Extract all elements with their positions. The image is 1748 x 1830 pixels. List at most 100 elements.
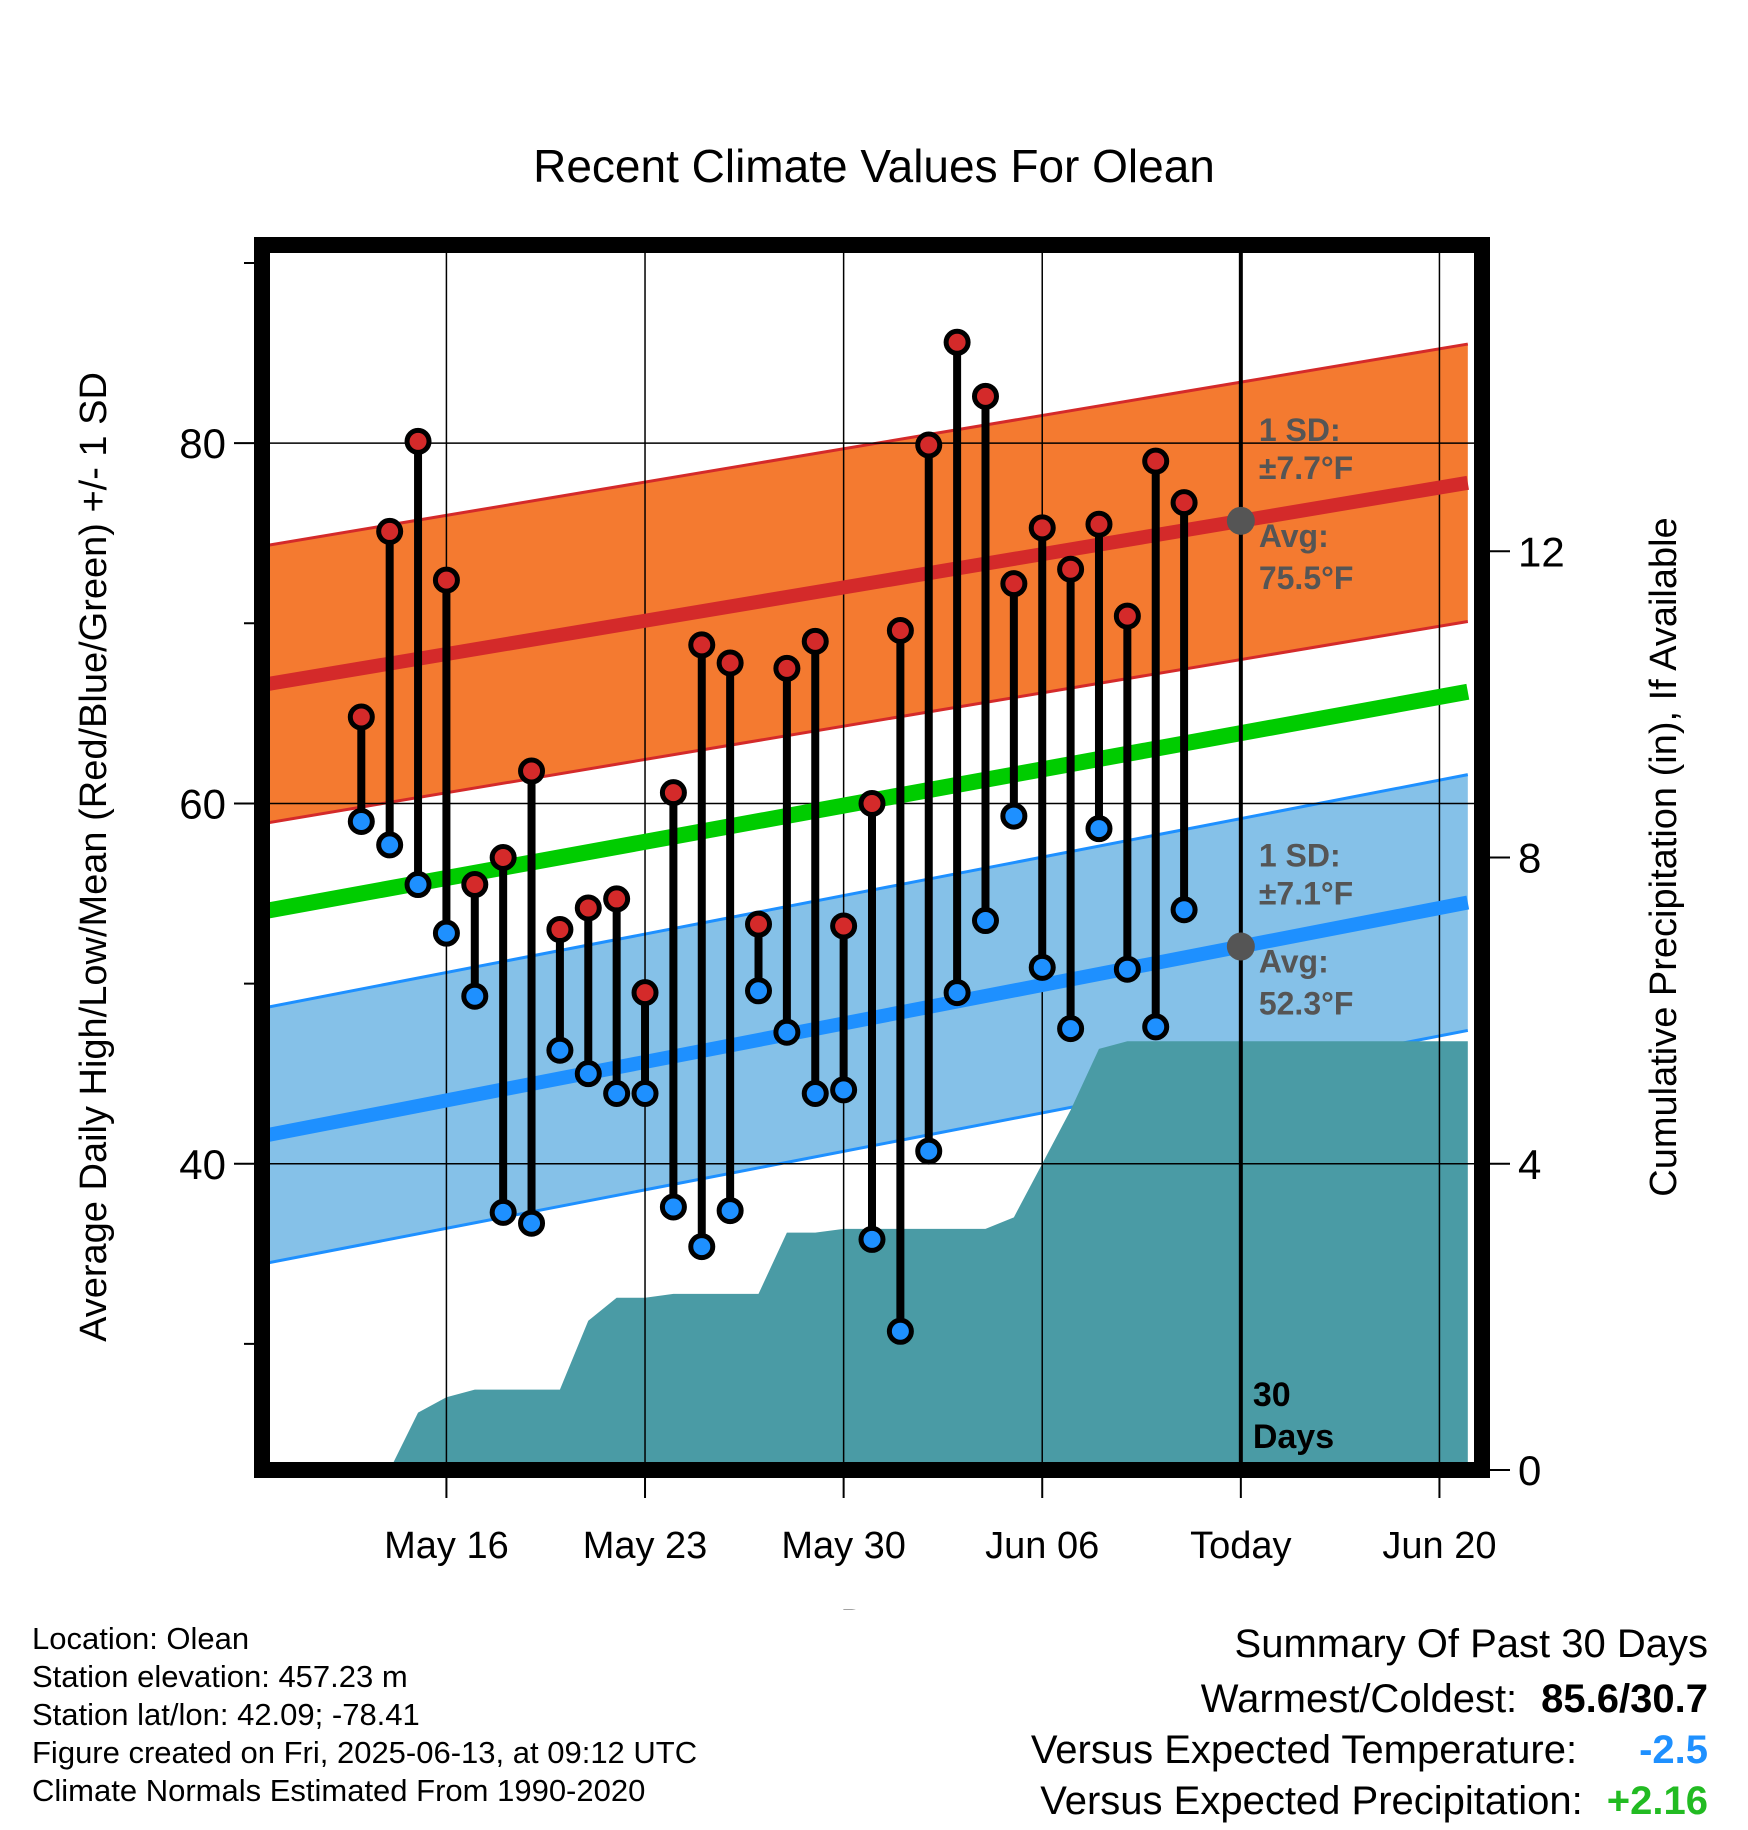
daily-low-point [1057,1015,1085,1043]
period-label-number: 30 [1253,1376,1291,1414]
daily-high-point [461,871,489,899]
daily-low-point [886,1317,914,1345]
daily-high-point [1028,514,1056,542]
period-label-text: Days [1253,1418,1334,1456]
normals-text: Climate Normals Estimated From 1990-2020 [32,1773,646,1808]
y2-tick-label: 0 [1518,1447,1541,1494]
y-tick-label: 80 [179,420,226,467]
daily-high-point [518,757,546,785]
today-normal-low-marker [1226,932,1255,961]
precip-label: Versus Expected Precipitation: [1040,1779,1583,1823]
daily-low-point [489,1198,517,1226]
daily-low-point [1000,802,1028,830]
daily-high-point [773,654,801,682]
precip-row: Versus Expected Precipitation: +2.16 [1031,1779,1708,1824]
daily-low-point [1028,953,1056,981]
x-tick-label: Jun 20 [1382,1525,1496,1567]
location-text: Location: Olean [32,1621,250,1656]
daily-high-point [347,703,375,731]
daily-low-point [773,1018,801,1046]
daily-high-point [943,328,971,356]
low-normal-annotation: Avg: [1259,944,1329,980]
today-normal-high-marker [1226,506,1255,535]
daily-low-point [745,977,773,1005]
x-tick-label: Today [1190,1525,1291,1567]
warmest-row: Warmest/Coldest: 85.6/30.7 [1031,1677,1708,1722]
daily-high-point [603,885,631,913]
y2-tick-label: 12 [1518,528,1565,575]
daily-high-point [574,894,602,922]
daily-high-point [489,844,517,871]
low-normal-annotation: ±7.1°F [1259,876,1353,912]
daily-high-point [858,789,886,817]
high-normal-annotation: Avg: [1259,518,1329,554]
normal-low-line [262,895,1470,1144]
daily-high-point [745,910,773,938]
y-axis-label: Average Daily High/Low/Mean (Red/Blue/Gr… [73,372,115,1342]
daily-low-point [801,1079,829,1107]
daily-low-point [1113,955,1141,983]
daily-low-point [830,1076,858,1104]
warmest-value: 85.6/30.7 [1541,1677,1708,1721]
temp-label: Versus Expected Temperature: [1030,1728,1578,1772]
precip-value: +2.16 [1606,1779,1708,1823]
daily-low-point [1085,815,1113,843]
created-text: Figure created on Fri, 2025-06-13, at 09… [32,1735,698,1770]
y2-tick-label: 4 [1518,1141,1541,1188]
daily-low-point [915,1137,943,1165]
daily-high-point [1057,555,1085,583]
daily-low-point [574,1060,602,1088]
daily-low-point [603,1079,631,1107]
x-tick-label: May 23 [583,1525,708,1567]
x-axis-label: Day [840,1603,908,1610]
high-band-lower-edge [262,620,1469,826]
high-normal-annotation: ±7.7°F [1259,450,1353,486]
daily-low-point [688,1233,716,1261]
daily-high-point [376,517,404,545]
daily-high-point [1113,602,1141,630]
daily-low-point [716,1197,744,1225]
high-band-upper-edge [262,342,1469,548]
daily-low-point [631,1079,659,1107]
daily-low-point [659,1193,687,1221]
daily-low-point [347,807,375,835]
daily-high-point [1170,489,1198,517]
chart-title: Recent Climate Values For Olean [533,140,1215,192]
cumulative-precip-area [361,1041,1468,1470]
low-normal-annotation: 1 SD: [1259,838,1341,874]
daily-high-point [971,382,999,410]
x-tick-label: May 16 [384,1525,509,1567]
daily-low-point [943,979,971,1007]
elevation-text: Station elevation: 457.23 m [32,1659,408,1694]
daily-high-point [915,431,943,459]
daily-high-point [404,427,432,455]
daily-high-point [1085,510,1113,538]
low-band-upper-edge [262,773,1469,1010]
daily-high-point [546,916,574,944]
daily-low-point [546,1036,574,1064]
daily-low-point [376,831,404,859]
daily-high-point [716,649,744,677]
normal-high-line [262,475,1469,692]
daily-low-point [432,919,460,947]
low-normal-annotation: 52.3°F [1259,986,1354,1022]
daily-low-point [1142,1013,1170,1041]
daily-high-point [688,631,716,659]
latlon-text: Station lat/lon: 42.09; -78.41 [32,1697,420,1732]
high-normal-annotation: 1 SD: [1259,412,1341,448]
y-tick-label: 40 [179,1141,226,1188]
daily-high-point [886,617,914,645]
daily-low-point [518,1209,546,1237]
daily-low-point [404,871,432,899]
high-normal-annotation: 75.5°F [1259,560,1354,596]
y-tick-label: 60 [179,780,226,827]
summary-title: Summary Of Past 30 Days [1234,1622,1708,1666]
daily-high-point [1000,570,1028,598]
plot-area [262,245,1482,1470]
x-tick-label: Jun 06 [985,1525,1099,1567]
daily-low-point [858,1225,886,1253]
y2-tick-label: 8 [1518,835,1541,882]
warmest-label: Warmest/Coldest: [1200,1677,1518,1721]
y2-axis-label: Cumulative Precipitation (in), If Availa… [1643,517,1685,1196]
